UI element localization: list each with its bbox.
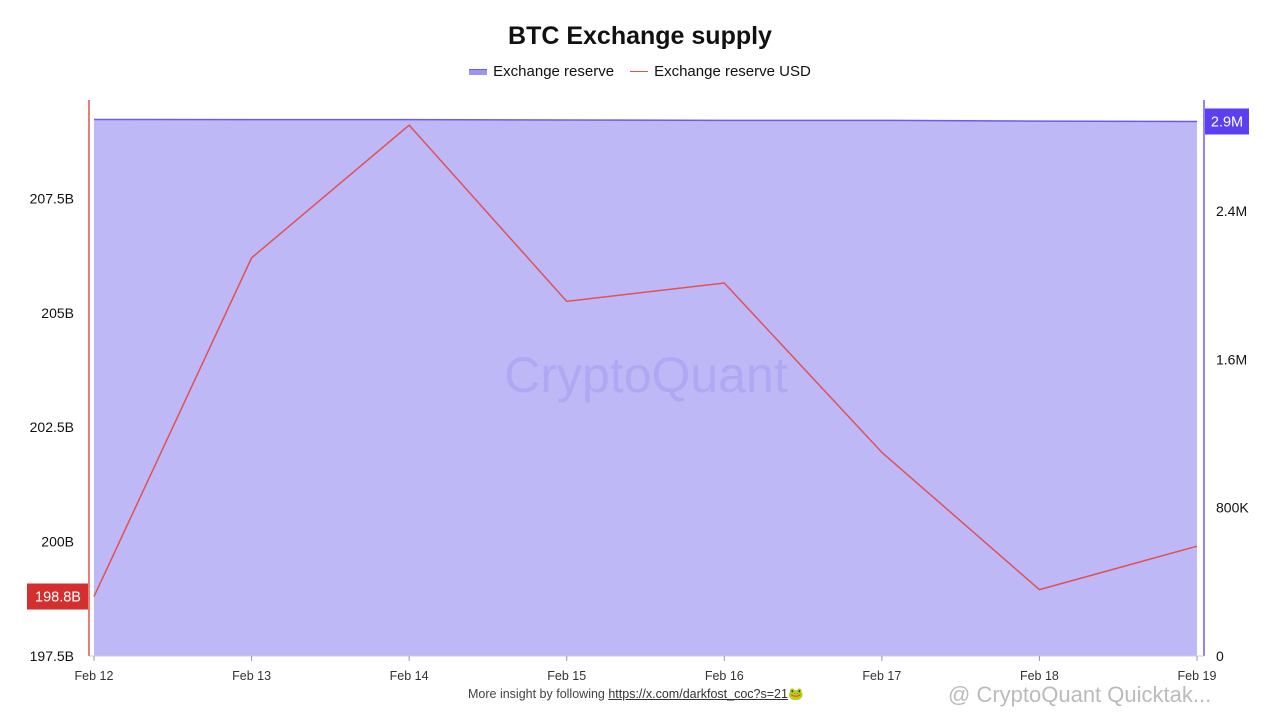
left-tick-label: 202.5B <box>30 419 74 435</box>
exchange-reserve-line <box>93 118 1198 123</box>
chart-title: BTC Exchange supply <box>508 22 772 50</box>
x-tick-label: Feb 13 <box>232 669 271 683</box>
x-tick-label: Feb 15 <box>547 669 586 683</box>
legend-item-exchange-reserve-usd[interactable]: Exchange reserve USD <box>630 63 811 80</box>
x-tick-label: Feb 19 <box>1178 669 1217 683</box>
legend-label: Exchange reserve USD <box>654 63 811 80</box>
left-tick-label: 207.5B <box>30 190 74 206</box>
right-tick-label: 1.6M <box>1216 351 1247 367</box>
footer-link[interactable]: https://x.com/darkfost_coc?s=21 <box>608 687 788 701</box>
exchange-reserve-usd-line <box>93 124 1198 597</box>
cryptoquant-watermark: CryptoQuant <box>504 347 788 403</box>
right-tick-label: 0 <box>1216 648 1224 664</box>
left-current-value-label: 198.8B <box>35 590 81 606</box>
left-tick-label: 205B <box>41 305 74 321</box>
footer-text: More insight by following <box>468 687 609 701</box>
frog-icon: 🐸 <box>787 687 804 701</box>
legend-item-exchange-reserve[interactable]: Exchange reserve <box>469 63 614 80</box>
x-tick-label: Feb 18 <box>1020 669 1059 683</box>
right-tick-label: 800K <box>1216 500 1249 516</box>
right-tick-label: 2.4M <box>1216 203 1247 219</box>
x-tick-label: Feb 12 <box>75 669 114 683</box>
chart-legend: Exchange reserve Exchange reserve USD <box>0 63 1280 80</box>
right-current-value-badge <box>1205 108 1249 135</box>
x-tick-label: Feb 16 <box>705 669 744 683</box>
x-tick-label: Feb 17 <box>862 669 901 683</box>
exchange-reserve-area <box>94 119 1197 656</box>
right-current-value-label: 2.9M <box>1211 114 1243 130</box>
left-tick-label: 200B <box>41 534 74 550</box>
legend-swatch-area <box>469 68 488 75</box>
legend-label: Exchange reserve <box>493 63 615 80</box>
left-tick-label: 197.5B <box>30 648 74 664</box>
left-current-value-badge <box>27 583 88 610</box>
overlay-watermark: @ CryptoQuant Quicktak... <box>948 682 1212 707</box>
x-tick-label: Feb 14 <box>390 669 429 683</box>
legend-swatch-line <box>630 71 649 72</box>
footer-note: More insight by following https://x.com/… <box>468 687 804 702</box>
